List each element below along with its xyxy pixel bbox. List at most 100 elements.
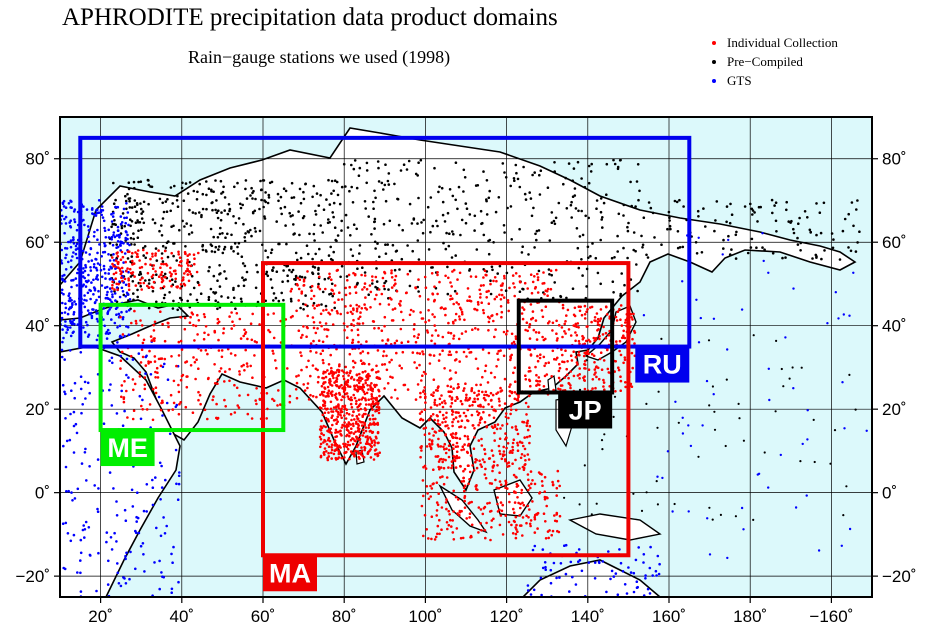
station-dot <box>424 426 428 430</box>
station-dot <box>407 159 411 163</box>
station-dot <box>215 402 218 406</box>
station-dot <box>456 445 460 448</box>
station-dot <box>301 333 304 337</box>
station-dot <box>91 212 94 215</box>
station-dot <box>536 511 540 515</box>
station-dot <box>519 506 522 510</box>
station-dot <box>113 222 116 226</box>
station-dot <box>155 526 158 530</box>
station-dot <box>557 369 561 373</box>
station-dot <box>352 223 356 226</box>
station-dot <box>368 284 372 287</box>
station-dot <box>423 433 427 437</box>
station-dot <box>328 272 331 276</box>
station-dot <box>300 290 304 294</box>
station-dot <box>632 231 636 234</box>
station-dot <box>67 260 70 264</box>
station-dot <box>155 259 159 262</box>
station-dot <box>546 294 549 298</box>
station-dot <box>185 360 189 363</box>
station-dot <box>65 253 68 257</box>
station-dot <box>471 403 474 407</box>
station-dot <box>250 338 254 342</box>
station-dot <box>260 188 263 191</box>
station-dot <box>371 408 374 411</box>
station-dot <box>553 222 557 226</box>
station-dot <box>118 233 122 237</box>
station-dot <box>558 576 561 579</box>
station-dot <box>160 357 164 360</box>
station-dot <box>501 282 505 285</box>
station-dot <box>345 445 349 449</box>
station-dot <box>87 273 90 277</box>
station-dot <box>266 255 270 259</box>
station-dot <box>771 252 775 255</box>
station-dot <box>357 455 361 459</box>
station-dot <box>266 274 270 278</box>
station-dot <box>333 226 337 229</box>
station-dot <box>510 402 514 406</box>
station-dot <box>340 185 344 189</box>
station-dot <box>298 275 302 278</box>
station-dot <box>449 281 452 284</box>
station-dot <box>372 200 375 204</box>
station-dot <box>81 249 85 253</box>
station-dot <box>129 218 132 221</box>
station-dot <box>335 409 338 413</box>
station-dot <box>453 289 457 293</box>
station-dot <box>237 217 241 220</box>
station-dot <box>509 408 513 412</box>
station-dot <box>214 179 217 182</box>
station-dot <box>251 376 254 380</box>
station-dot <box>443 447 446 451</box>
station-dot <box>183 225 186 228</box>
station-dot <box>350 427 353 431</box>
station-dot <box>507 461 511 464</box>
station-dot <box>117 582 121 585</box>
station-dot <box>340 298 344 301</box>
station-dot <box>626 229 630 233</box>
station-dot <box>60 288 64 292</box>
station-dot <box>707 339 711 342</box>
station-dot <box>580 177 583 180</box>
station-dot <box>479 522 483 525</box>
station-dot <box>213 363 216 366</box>
station-dot <box>161 201 164 205</box>
station-dot <box>319 425 323 428</box>
station-dot <box>548 239 552 242</box>
station-dot <box>449 377 453 380</box>
station-dot <box>108 242 112 245</box>
station-dot <box>618 307 621 311</box>
station-dot <box>142 200 146 204</box>
station-dot <box>332 215 335 219</box>
station-dot <box>326 369 329 372</box>
station-dot <box>373 297 377 301</box>
station-dot <box>116 288 119 292</box>
station-dot <box>583 185 587 189</box>
station-dot <box>511 462 514 466</box>
legend-label: Individual Collection <box>727 35 838 50</box>
station-dot <box>326 391 329 395</box>
station-dot <box>425 528 429 531</box>
station-dot <box>220 211 223 214</box>
station-dot <box>449 353 453 357</box>
station-dot <box>110 238 113 241</box>
station-dot <box>540 480 544 483</box>
station-dot <box>499 514 503 517</box>
station-dot <box>71 499 74 502</box>
station-dot <box>523 447 527 451</box>
station-dot <box>500 293 504 297</box>
station-dot <box>489 538 492 542</box>
station-dot <box>221 232 224 235</box>
station-dot <box>448 188 452 191</box>
station-dot <box>131 271 135 274</box>
station-dot <box>182 199 186 202</box>
station-dot <box>762 259 765 263</box>
station-dot <box>452 268 456 272</box>
station-dot <box>583 362 586 366</box>
station-dot <box>648 566 652 570</box>
station-dot <box>251 312 254 316</box>
station-dot <box>114 265 117 269</box>
station-dot <box>533 517 537 521</box>
station-dot <box>546 496 549 500</box>
